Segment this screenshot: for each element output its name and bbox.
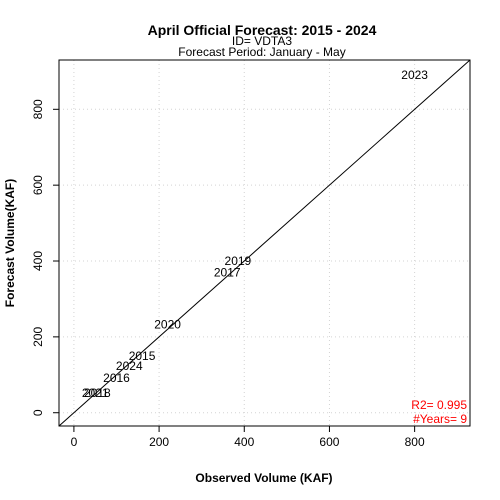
grid-lines xyxy=(59,60,470,426)
x-tick-label: 800 xyxy=(405,435,425,449)
point-label-2018: 2018 xyxy=(84,386,111,400)
one-to-one-line xyxy=(58,59,471,427)
r2-stat: R2= 0.995 xyxy=(411,398,467,412)
point-label-2017: 2017 xyxy=(214,265,241,279)
x-tick-label: 200 xyxy=(149,435,169,449)
point-label-2015: 2015 xyxy=(129,349,156,363)
y-axis-title: Forecast Volume(KAF) xyxy=(3,179,17,307)
point-label-2019: 2019 xyxy=(225,254,252,268)
y-tick-label: 400 xyxy=(31,251,45,271)
years-stat: #Years= 9 xyxy=(413,412,467,426)
plot-frame xyxy=(58,59,471,427)
point-label-2020: 2020 xyxy=(154,318,181,332)
y-tick-label: 600 xyxy=(31,175,45,195)
point-label-2021: 2021 xyxy=(82,386,109,400)
chart-title: April Official Forecast: 2015 - 2024 xyxy=(148,22,377,38)
y-tick-label: 200 xyxy=(31,327,45,347)
point-label-2023: 2023 xyxy=(401,68,428,82)
x-axis-title: Observed Volume (KAF) xyxy=(195,471,332,485)
x-tick-label: 0 xyxy=(71,435,78,449)
axis-ticks: 0 200 400 600 800 0 200 400 600 800 xyxy=(31,99,425,449)
x-tick-label: 600 xyxy=(319,435,339,449)
reference-line-group xyxy=(58,59,471,427)
point-label-2016: 2016 xyxy=(103,371,130,385)
y-tick-label: 800 xyxy=(31,99,45,119)
point-label-2024: 2024 xyxy=(116,359,143,373)
x-tick-label: 400 xyxy=(234,435,254,449)
y-tick-label: 0 xyxy=(31,409,45,416)
chart-subtitle-id: ID= VDTA3 xyxy=(232,34,292,48)
chart-subtitle-period: Forecast Period: January - May xyxy=(178,45,345,59)
